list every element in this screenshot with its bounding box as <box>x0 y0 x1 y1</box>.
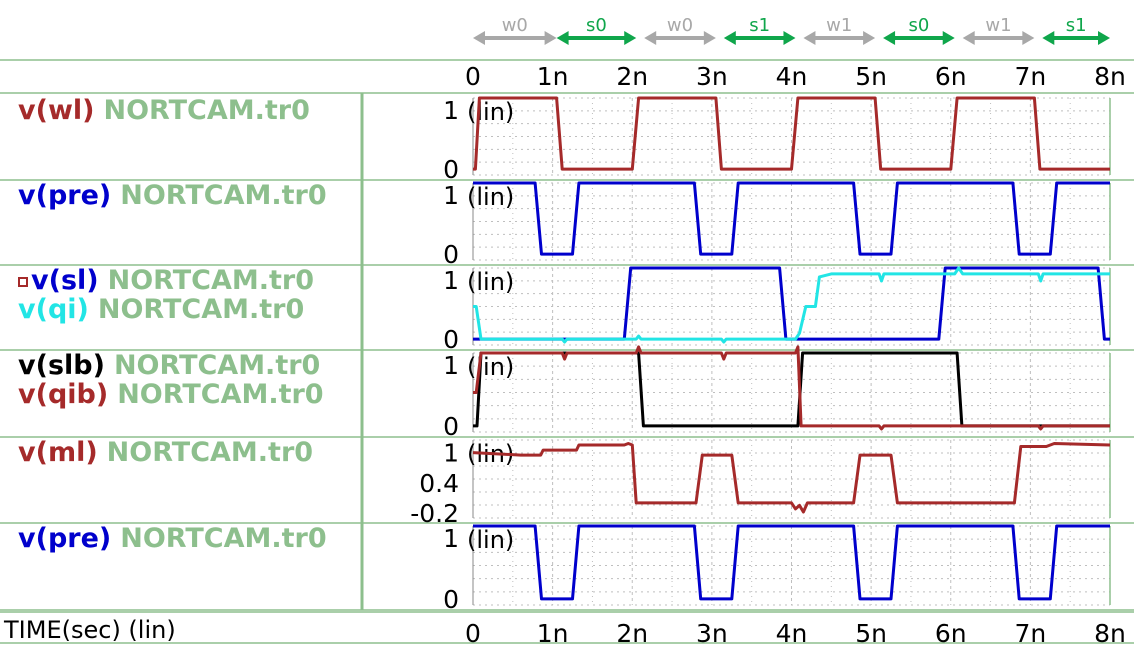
bottom-time-tick-1n: 1n <box>537 619 569 648</box>
time-axis-label: TIME(sec) (lin) <box>4 616 176 644</box>
op-label-w0-2: w0 <box>667 15 693 36</box>
y-tick-label: 0 <box>443 412 459 441</box>
signal-source: NORTCAM.tr0 <box>97 294 305 325</box>
top-time-tick-2n: 2n <box>616 62 648 91</box>
op-arrow-left-head <box>723 31 736 45</box>
signal-name: v(ml) <box>18 437 98 468</box>
y-tick-label: 1 <box>443 351 459 380</box>
y-tick-label: 1 <box>443 524 459 553</box>
op-arrow-right-head <box>863 31 876 45</box>
op-arrow-left-head <box>883 31 896 45</box>
op-arrow-right-head <box>1098 31 1110 45</box>
signal-name: v(qi) <box>18 294 89 325</box>
op-label-w0-0: w0 <box>502 15 528 36</box>
bottom-time-tick-0: 0 <box>465 619 481 648</box>
selected-marker-icon[interactable] <box>18 276 28 287</box>
series-line-vqib-panel3 <box>473 345 1110 431</box>
y-tick-label: 0 <box>443 240 459 269</box>
legend-entry-vpre: v(pre) NORTCAM.tr0 <box>18 182 327 210</box>
signal-source: NORTCAM.tr0 <box>107 265 314 296</box>
scale-label: (lin) <box>467 98 514 126</box>
bottom-time-tick-7n: 7n <box>1014 619 1046 648</box>
bottom-time-tick-6n: 6n <box>935 619 967 648</box>
series-line-vqi-panel2 <box>473 266 1110 344</box>
op-arrow-left-head <box>803 31 816 45</box>
y-tick-label: 1 <box>443 266 459 295</box>
top-time-tick-6n: 6n <box>935 62 967 91</box>
top-time-tick-1n: 1n <box>537 62 569 91</box>
signal-source: NORTCAM.tr0 <box>103 95 310 126</box>
op-arrow-right-head <box>1022 31 1035 45</box>
legend-entry-vpre: v(pre) NORTCAM.tr0 <box>18 525 327 553</box>
legend-entry-vslb: v(slb) NORTCAM.tr0 <box>18 352 320 380</box>
bottom-time-tick-2n: 2n <box>616 619 648 648</box>
op-arrow-left-head <box>962 31 975 45</box>
scale-label: (lin) <box>467 268 514 296</box>
signal-name: v(qib) <box>18 379 109 410</box>
op-label-s0-5: s0 <box>908 15 929 36</box>
op-arrow-right-head <box>942 31 955 45</box>
legend-entry-vwl: v(wl) NORTCAM.tr0 <box>18 97 310 125</box>
signal-name: v(wl) <box>18 95 95 126</box>
signal-name: v(slb) <box>18 350 105 381</box>
y-tick-label: 1 <box>443 181 459 210</box>
op-arrow-right-head <box>783 31 796 45</box>
y-tick-label: 0 <box>443 325 459 354</box>
signal-name: v(sl) <box>31 265 99 296</box>
op-label-w1-6: w1 <box>985 15 1011 36</box>
series-line-vpre-panel5 <box>473 524 1110 601</box>
op-arrow-left-head <box>473 31 485 45</box>
y-tick-label: 1 <box>443 439 459 468</box>
scale-label: (lin) <box>467 526 514 554</box>
signal-name: v(pre) <box>18 180 112 211</box>
signal-source: NORTCAM.tr0 <box>113 350 321 381</box>
op-label-w1-4: w1 <box>826 15 852 36</box>
op-arrow-left-head <box>1042 31 1055 45</box>
op-arrow-right-head <box>624 31 637 45</box>
series-line-vml-panel4 <box>472 442 1111 514</box>
y-tick-label: 1 <box>443 96 459 125</box>
signal-source: NORTCAM.tr0 <box>106 437 314 468</box>
series-line-vwl-panel0 <box>473 96 1110 171</box>
op-label-s1-3: s1 <box>749 15 770 36</box>
op-arrow-left-head <box>644 31 657 45</box>
op-arrow-left-head <box>556 31 569 45</box>
scale-label: (lin) <box>467 183 514 211</box>
y-tick-label: 0 <box>443 585 459 614</box>
legend-entry-vsl: v(sl) NORTCAM.tr0 <box>18 267 314 295</box>
signal-source: NORTCAM.tr0 <box>120 523 327 554</box>
top-time-tick-0: 0 <box>465 62 481 91</box>
op-arrow-right-head <box>703 31 716 45</box>
bottom-time-tick-8n: 8n <box>1094 619 1126 648</box>
series-line-vsl-panel2 <box>473 266 1110 341</box>
op-arrow-right-head <box>544 31 557 45</box>
scale-label: (lin) <box>467 353 514 381</box>
legend-entry-vqib: v(qib) NORTCAM.tr0 <box>18 381 324 409</box>
legend-entry-vqi: v(qi) NORTCAM.tr0 <box>18 296 304 324</box>
legend-entry-vml: v(ml) NORTCAM.tr0 <box>18 439 313 467</box>
signal-name: v(pre) <box>18 523 112 554</box>
top-time-tick-5n: 5n <box>855 62 887 91</box>
y-tick-label: 0 <box>443 155 459 184</box>
op-label-s0-1: s0 <box>586 15 607 36</box>
y-tick-label: 0.4 <box>419 469 459 498</box>
bottom-time-tick-4n: 4n <box>776 619 808 648</box>
top-time-tick-7n: 7n <box>1014 62 1046 91</box>
series-line-vpre-panel1 <box>473 181 1110 256</box>
bottom-time-tick-5n: 5n <box>855 619 887 648</box>
op-label-s1-7: s1 <box>1066 15 1087 36</box>
top-time-tick-4n: 4n <box>776 62 808 91</box>
signal-source: NORTCAM.tr0 <box>117 379 324 410</box>
bottom-time-tick-3n: 3n <box>696 619 728 648</box>
top-time-tick-8n: 8n <box>1094 62 1126 91</box>
top-time-tick-3n: 3n <box>696 62 728 91</box>
y-tick-label: -0.2 <box>410 499 459 528</box>
series-line-vslb-panel3 <box>473 351 1110 428</box>
signal-source: NORTCAM.tr0 <box>120 180 327 211</box>
